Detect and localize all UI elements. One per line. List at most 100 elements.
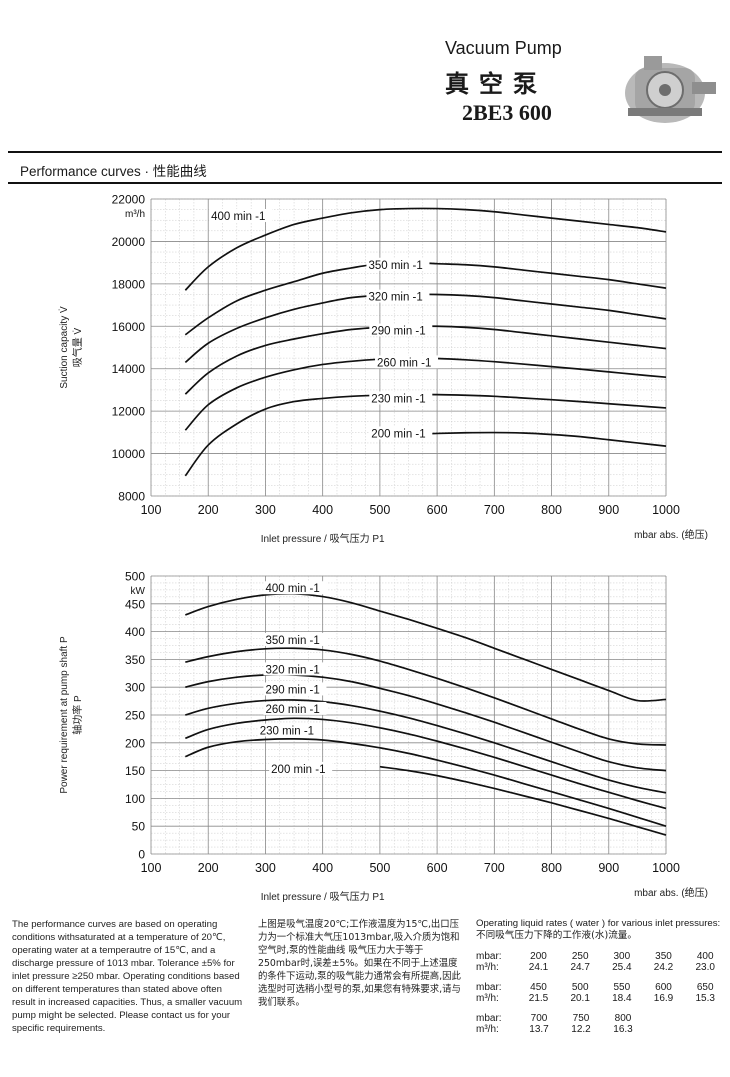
series-label-bg	[369, 391, 433, 405]
rates-row-label: mbar:	[476, 982, 502, 993]
series-label-bg	[369, 323, 433, 337]
x-tick-label: 900	[598, 503, 619, 517]
rates-cell: 200	[530, 951, 547, 962]
section-title: Performance curves · 性能曲线	[20, 164, 207, 179]
y-tick-label: 12000	[112, 405, 146, 419]
series-label-400: 400 min -1	[211, 211, 265, 223]
title-en: Vacuum Pump	[445, 38, 562, 58]
rates-cell: 700	[530, 1013, 548, 1024]
x-tick-label: 300	[255, 503, 276, 517]
rates-cell: 15.3	[695, 993, 715, 1004]
y-axis-title: Power requirement at pump shaft P	[59, 636, 70, 794]
rates-cell: 21.5	[528, 993, 549, 1004]
rates-title-en: Operating liquid rates ( water ) for var…	[476, 918, 721, 929]
y-tick-label: 400	[125, 625, 145, 639]
y-tick-label: 20000	[112, 235, 146, 249]
x-unit-label: mbar abs. (绝压)	[634, 528, 708, 541]
y-tick-label: 0	[138, 848, 145, 862]
rates-cell: 550	[613, 982, 631, 993]
y-tick-label: 22000	[112, 193, 146, 207]
y-tick-label: 150	[125, 764, 145, 778]
y-unit-label: kW	[131, 586, 146, 597]
liquid-rates-table: Operating liquid rates ( water ) for var…	[476, 918, 726, 1035]
series-label-bg	[263, 682, 327, 696]
series-line-290	[185, 699, 667, 794]
rates-mbar-row: mbar: 200 250 300 350 400	[476, 951, 726, 962]
y-tick-label: 450	[125, 597, 145, 611]
rates-cell: 20.1	[570, 993, 590, 1004]
rates-cell: 24.1	[528, 962, 549, 973]
x-tick-label: 500	[369, 861, 390, 875]
series-label-bg	[257, 723, 321, 737]
y-tick-label: 16000	[112, 320, 146, 334]
rates-group: mbar: 700 750 800 m³/h: 13.7 12.2 16.3	[476, 1013, 726, 1035]
series-label-230: 230 min -1	[260, 726, 314, 738]
x-tick-label: 700	[484, 503, 505, 517]
series-label-350: 350 min -1	[368, 260, 422, 272]
rates-flow-row: m³/h: 21.5 20.1 18.4 16.9 15.3	[476, 993, 726, 1004]
y-tick-label: 14000	[112, 362, 146, 376]
series-label-bg	[269, 761, 333, 775]
y-tick-label: 350	[125, 653, 145, 667]
rates-cell: 24.2	[653, 962, 674, 973]
rates-row-label: m³/h:	[476, 993, 499, 1004]
x-tick-label: 200	[198, 503, 219, 517]
rates-mbar-row: mbar: 450 500 550 600 650	[476, 982, 726, 993]
y-unit-label: m³/h	[125, 209, 145, 220]
series-line-260	[185, 717, 667, 810]
section-rule	[8, 182, 722, 184]
series-label-bg	[366, 289, 430, 303]
y-tick-label: 300	[125, 681, 145, 695]
rates-cell: 750	[572, 1013, 590, 1024]
x-tick-label: 100	[141, 861, 162, 875]
x-tick-label: 500	[369, 503, 390, 517]
series-label-200: 200 min -1	[371, 428, 425, 440]
rates-cell: 23.0	[695, 962, 715, 973]
rates-cell: 450	[530, 982, 547, 993]
series-label-bg	[209, 208, 273, 222]
top-rule	[8, 151, 722, 153]
x-tick-label: 600	[427, 861, 448, 875]
series-label-290: 290 min -1	[265, 684, 319, 696]
y-axis-title: Suction capacity V̇	[57, 306, 70, 389]
series-label-bg	[263, 632, 327, 646]
series-label-200: 200 min -1	[271, 764, 325, 776]
rates-cell: 400	[696, 951, 714, 962]
x-tick-label: 700	[484, 861, 505, 875]
pump-illustration	[625, 56, 716, 123]
rates-cell: 16.9	[653, 993, 674, 1004]
x-tick-label: 200	[198, 861, 219, 875]
series-label-230: 230 min -1	[371, 393, 425, 405]
x-tick-label: 400	[312, 861, 333, 875]
notes-english: The performance curves are based on oper…	[12, 919, 243, 1034]
x-axis-title: Inlet pressure / 吸气压力 P1	[261, 532, 385, 545]
series-label-260: 260 min -1	[377, 357, 431, 369]
y-tick-label: 500	[125, 570, 145, 584]
rates-group: mbar: 450 500 550 600 650 m³/h: 21.5 20.1 18.4 16.…	[476, 982, 726, 1004]
y-tick-label: 50	[132, 820, 146, 834]
series-line-200	[379, 765, 667, 836]
series-label-320: 320 min -1	[368, 292, 422, 304]
series-line-400	[184, 207, 667, 291]
rates-cell: 300	[613, 951, 631, 962]
rates-cell: 250	[571, 951, 589, 962]
x-tick-label: 100	[141, 503, 162, 517]
series-label-bg	[369, 426, 433, 440]
rates-cell: 25.4	[612, 962, 632, 973]
x-axis-title: Inlet pressure / 吸气压力 P1	[261, 890, 385, 903]
y-tick-label: 100	[125, 792, 145, 806]
rates-cell: 350	[655, 951, 672, 962]
x-tick-label: 1000	[652, 503, 680, 517]
rates-cell: 13.7	[529, 1024, 549, 1035]
notes-chinese: 上图是吸气温度20℃;工作液温度为15℃,出口压力为一个标准大气压1013mba…	[258, 919, 461, 1008]
rates-cell: 18.4	[612, 993, 632, 1004]
x-tick-label: 800	[541, 861, 562, 875]
rates-title-zh: 不同吸气压力下降的工作液(水)流量。	[476, 930, 637, 941]
x-unit-label: mbar abs. (绝压)	[634, 886, 708, 899]
rates-groups: mbar: 200 250 300 350 400 m³/h: 24.1 24.7 25.4 24.…	[476, 951, 726, 1035]
series-line-350	[185, 647, 667, 746]
y-tick-label: 250	[125, 709, 145, 723]
series-line-320	[185, 673, 667, 772]
series-label-bg	[263, 701, 327, 715]
y-axis-title-zh: 轴功率 P	[71, 695, 84, 735]
